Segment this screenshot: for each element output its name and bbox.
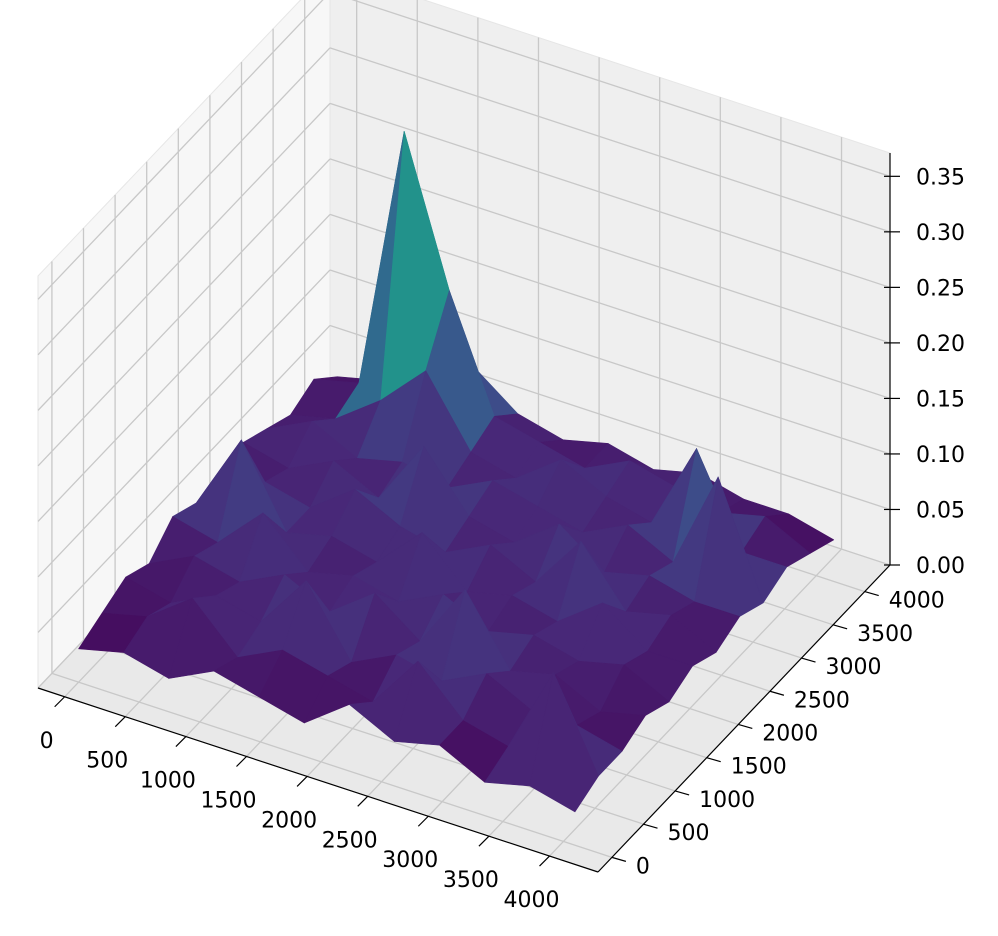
x-tick [539,855,550,867]
grid-line [549,548,842,857]
grid-line [37,47,331,356]
y-tick [706,757,721,763]
surface-face [529,672,599,813]
x-tick [417,815,429,827]
y-tick-label: 3000 [826,655,882,680]
y-tick [674,790,690,796]
y-tick [611,856,627,862]
x-tick-label: 3000 [382,848,438,873]
y-tick [643,823,658,829]
y-tick-label: 2500 [794,688,850,713]
z-tick-label: 0.30 [916,221,965,246]
grid-line [37,158,331,467]
z-tick-label: 0.25 [916,276,965,301]
y-tick [738,723,753,730]
y-tick-label: 2000 [762,721,818,746]
x-tick-label: 3500 [443,868,499,893]
x-tick-label: 2500 [322,828,378,853]
x-tick [114,716,126,728]
grid-line [329,102,891,288]
grid-line [329,158,891,344]
y-tick-label: 500 [668,821,710,846]
x-tick-label: 500 [86,749,128,774]
x-tick [478,835,490,847]
x-tick [357,795,369,807]
z-tick-label: 0.15 [916,387,965,412]
z-tick-label: 0.05 [916,498,965,523]
y-tick [769,690,785,696]
x-tick-label: 1000 [140,769,196,794]
z-tick-label: 0.35 [916,165,965,190]
y-tick [864,591,879,597]
grid-line [329,47,891,233]
x-tick-label: 1500 [200,789,256,814]
x-tick-label: 2000 [261,808,317,833]
grid-line [37,0,324,300]
grid-line [37,213,331,522]
x-tick [236,756,247,767]
x-tick [296,775,308,787]
axis-line [37,687,599,873]
z-tick-label: 0.10 [916,443,965,468]
z-tick-label: 0.00 [916,554,965,579]
y-tick-label: 1000 [699,788,755,813]
grid-line [351,0,891,177]
grid-line [37,325,331,633]
z-tick-label: 0.20 [916,332,965,357]
grid-line [51,672,613,858]
x-tick [175,736,187,748]
y-tick [801,657,816,663]
x-tick-label: 4000 [504,888,560,913]
y-tick-label: 3500 [857,622,913,647]
axis-line [597,564,891,873]
grid-line [37,269,331,578]
y-tick-label: 4000 [889,589,945,614]
y-tick-label: 0 [636,854,650,879]
y-tick [832,624,848,630]
grid-line [37,102,331,411]
x-tick-label: 0 [40,729,54,754]
y-tick-label: 1500 [731,755,787,780]
x-tick [54,696,66,708]
